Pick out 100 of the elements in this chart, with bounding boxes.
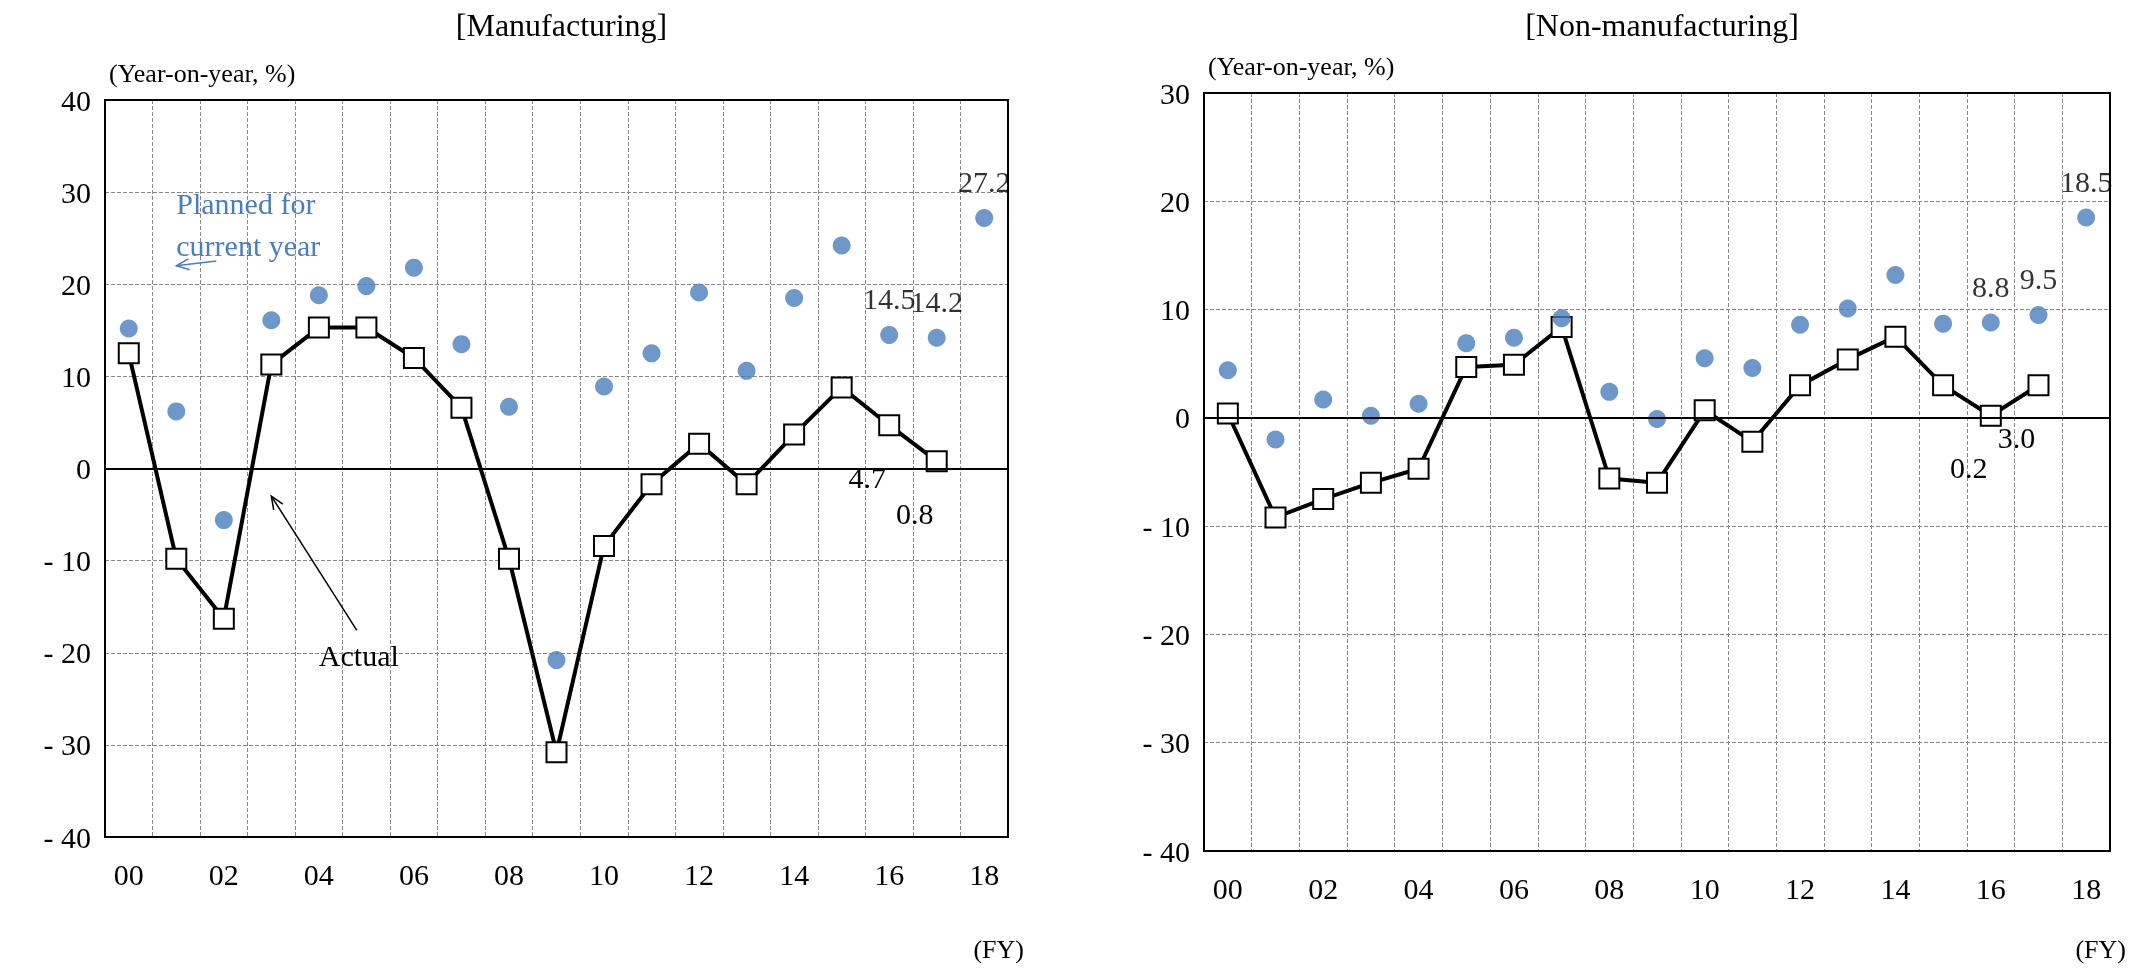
point: [1646, 471, 1668, 494]
y-tick-label: 30: [1160, 76, 1190, 110]
point: [1407, 457, 1430, 480]
point: [309, 286, 328, 305]
point: [1600, 382, 1619, 401]
y-tick-label: 0: [76, 452, 91, 485]
point: [785, 289, 804, 308]
y-tick-label: 10: [1160, 293, 1190, 327]
point: [1934, 314, 1953, 333]
series-label: Planned for current year: [176, 187, 323, 263]
point: [783, 423, 806, 446]
x-tick-label: 02: [1308, 871, 1339, 905]
y-tick-label: - 20: [43, 636, 91, 670]
point: [1932, 374, 1955, 397]
data-label: 27.2: [957, 165, 1011, 199]
point: [735, 473, 758, 496]
point: [167, 402, 186, 421]
point: [925, 450, 948, 473]
x-tick-label: 08: [493, 857, 524, 891]
point: [1695, 349, 1714, 368]
point: [975, 208, 994, 227]
point: [737, 361, 756, 380]
point: [547, 651, 566, 670]
point: [402, 346, 425, 369]
point: [1838, 299, 1857, 318]
y-axis-title: (Year-on-year, %): [109, 58, 296, 88]
y-tick-label: 10: [61, 359, 91, 393]
y-tick-label: - 10: [1142, 509, 1190, 543]
point: [1359, 471, 1382, 494]
point: [357, 277, 376, 296]
point: [165, 547, 188, 570]
y-tick-label: 30: [61, 175, 91, 209]
point: [2029, 305, 2048, 324]
x-tick-label: 02: [208, 857, 239, 891]
point: [450, 396, 473, 419]
point: [1455, 355, 1478, 378]
point: [927, 328, 946, 347]
point: [1457, 334, 1476, 353]
x-tick-label: 12: [1785, 871, 1816, 905]
chart-title: [Manufacturing]: [455, 7, 668, 43]
x-axis-title: (FY): [2075, 934, 2127, 964]
point: [1743, 359, 1762, 378]
data-label: 9.5: [2019, 262, 2058, 296]
data-label: 0.8: [895, 496, 934, 530]
chart-title: [Non-manufacturing]: [1525, 7, 1799, 43]
point: [119, 319, 138, 338]
point: [593, 534, 616, 557]
x-tick-label: 18: [969, 857, 1000, 891]
point: [1886, 265, 1905, 284]
point: [830, 376, 853, 399]
point: [690, 283, 709, 302]
point: [307, 316, 330, 339]
y-tick-label: - 10: [43, 544, 91, 578]
data-label: 0.2: [1950, 451, 1988, 485]
point: [1504, 328, 1523, 347]
point: [832, 236, 851, 255]
x-tick-label: 06: [398, 857, 429, 891]
point: [212, 607, 235, 630]
y-tick-label: 20: [61, 267, 91, 301]
x-tick-label: 00: [113, 857, 144, 891]
point: [1409, 394, 1428, 413]
x-tick-label: 04: [303, 857, 334, 891]
text: Actual: [318, 638, 399, 672]
point: [2027, 374, 2050, 397]
x-tick-label: 08: [1594, 871, 1625, 905]
point: [545, 741, 568, 764]
point: [1552, 309, 1571, 328]
x-tick-label: 10: [1689, 871, 1720, 905]
y-tick-label: - 40: [1142, 834, 1190, 868]
point: [878, 414, 901, 437]
y-tick-label: 20: [1160, 184, 1190, 218]
point: [1791, 315, 1810, 334]
point: [214, 511, 233, 530]
y-tick-label: - 40: [43, 820, 91, 854]
x-tick-label: 12: [684, 857, 715, 891]
point: [2077, 208, 2096, 227]
x-tick-label: 06: [1498, 871, 1529, 905]
point: [1741, 430, 1764, 453]
x-tick-label: 16: [874, 857, 905, 891]
point: [262, 311, 281, 330]
y-axis-title: (Year-on-year, %): [1208, 51, 1395, 81]
point: [1312, 488, 1335, 511]
point: [260, 353, 283, 376]
point: [499, 397, 518, 416]
point: [355, 316, 378, 339]
data-label: 8.8: [1972, 270, 2010, 304]
point: [1981, 313, 2000, 332]
y-tick-label: 0: [1175, 401, 1190, 435]
point: [497, 547, 520, 570]
x-tick-label: 14: [1880, 871, 1911, 905]
point: [1693, 399, 1716, 422]
x-tick-label: 16: [1975, 871, 2006, 905]
point: [880, 325, 899, 344]
point: [1979, 404, 2002, 427]
point: [1266, 430, 1285, 449]
point: [1789, 374, 1812, 397]
y-tick-label: 40: [61, 83, 91, 117]
point: [688, 432, 711, 455]
x-tick-label: 00: [1212, 871, 1243, 905]
point: [404, 258, 423, 277]
